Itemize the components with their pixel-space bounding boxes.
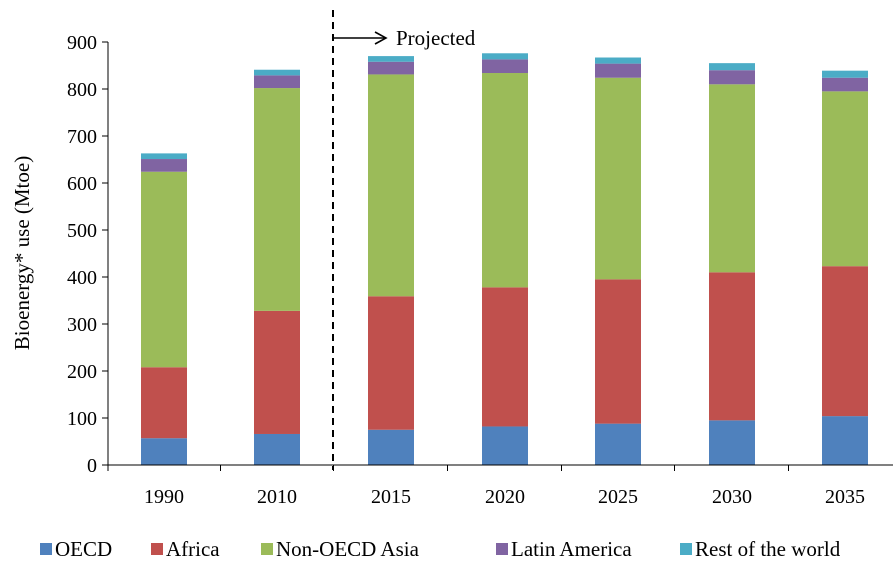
bar-segment-oecd <box>482 426 528 465</box>
x-tick-label: 2035 <box>825 486 865 508</box>
bar-segment-africa <box>709 272 755 421</box>
legend-label: Non-OECD Asia <box>276 537 420 561</box>
legend-swatch <box>496 543 508 555</box>
legend-label: Latin America <box>511 537 632 561</box>
bar-segment-africa <box>482 287 528 427</box>
bar-segment-oecd <box>141 438 187 465</box>
bar-segment-africa <box>822 266 868 417</box>
bar-segment-oecd <box>709 420 755 465</box>
y-tick-label: 600 <box>67 173 97 195</box>
y-tick-label: 300 <box>67 314 97 336</box>
bar-segment-rest-of-the-world <box>254 69 300 76</box>
bar-segment-oecd <box>822 416 868 465</box>
bar-segment-non-oecd-asia <box>822 91 868 267</box>
legend-label: OECD <box>55 537 112 561</box>
y-axis-ticks: 0 100 200 300 400 500 600 700 800 900 <box>67 32 108 477</box>
y-tick-label: 0 <box>87 455 97 477</box>
bar-segment-non-oecd-asia <box>141 171 187 368</box>
bar-segment-non-oecd-asia <box>595 77 641 280</box>
bar-segment-non-oecd-asia <box>482 73 528 288</box>
x-axis-ticks: 1990 2010 2015 2020 2025 2030 2035 <box>107 465 865 508</box>
bar-segment-oecd <box>368 429 414 465</box>
y-tick-label: 200 <box>67 361 97 383</box>
bar-segment-rest-of-the-world <box>595 57 641 64</box>
bar-segment-africa <box>368 296 414 430</box>
y-axis-title: Bioenergy* use (Mtoe) <box>10 156 34 350</box>
y-tick-label: 700 <box>67 126 97 148</box>
bar-segment-rest-of-the-world <box>368 56 414 62</box>
bars-layer <box>141 53 868 465</box>
bar-segment-oecd <box>595 423 641 465</box>
bar-segment-rest-of-the-world <box>709 63 755 71</box>
legend-label: Rest of the world <box>695 537 841 561</box>
x-tick-label: 2015 <box>371 486 411 508</box>
bar-segment-non-oecd-asia <box>368 74 414 297</box>
y-tick-label: 500 <box>67 220 97 242</box>
bar-segment-africa <box>254 310 300 434</box>
legend-swatch <box>261 543 273 555</box>
legend-swatch <box>40 543 52 555</box>
legend-swatch <box>680 543 692 555</box>
projected-label: Projected <box>396 26 476 50</box>
bar-segment-non-oecd-asia <box>254 88 300 311</box>
legend-swatch <box>151 543 163 555</box>
y-tick-label: 400 <box>67 267 97 289</box>
bar-segment-latin-america <box>141 159 187 172</box>
x-tick-label: 2030 <box>712 486 752 508</box>
bar-segment-africa <box>595 279 641 424</box>
y-tick-label: 100 <box>67 408 97 430</box>
y-tick-label: 900 <box>67 32 97 54</box>
bar-segment-rest-of-the-world <box>482 53 528 60</box>
bar-segment-non-oecd-asia <box>709 84 755 273</box>
x-tick-label: 2025 <box>598 486 638 508</box>
legend-label: Africa <box>166 537 220 561</box>
x-tick-label: 2020 <box>485 486 525 508</box>
bar-segment-africa <box>141 367 187 439</box>
x-tick-label: 1990 <box>144 486 184 508</box>
bar-segment-latin-america <box>822 77 868 92</box>
bar-segment-oecd <box>254 433 300 465</box>
bar-segment-latin-america <box>595 63 641 78</box>
bar-segment-latin-america <box>254 75 300 89</box>
y-tick-label: 800 <box>67 79 97 101</box>
legend: OECD Africa Non-OECD Asia Latin America Rest… <box>40 537 841 561</box>
x-tick-label: 2010 <box>257 486 297 508</box>
bar-segment-latin-america <box>368 61 414 75</box>
bar-segment-latin-america <box>709 70 755 85</box>
bar-segment-latin-america <box>482 59 528 74</box>
bar-segment-rest-of-the-world <box>141 153 187 160</box>
bar-segment-rest-of-the-world <box>822 70 868 78</box>
